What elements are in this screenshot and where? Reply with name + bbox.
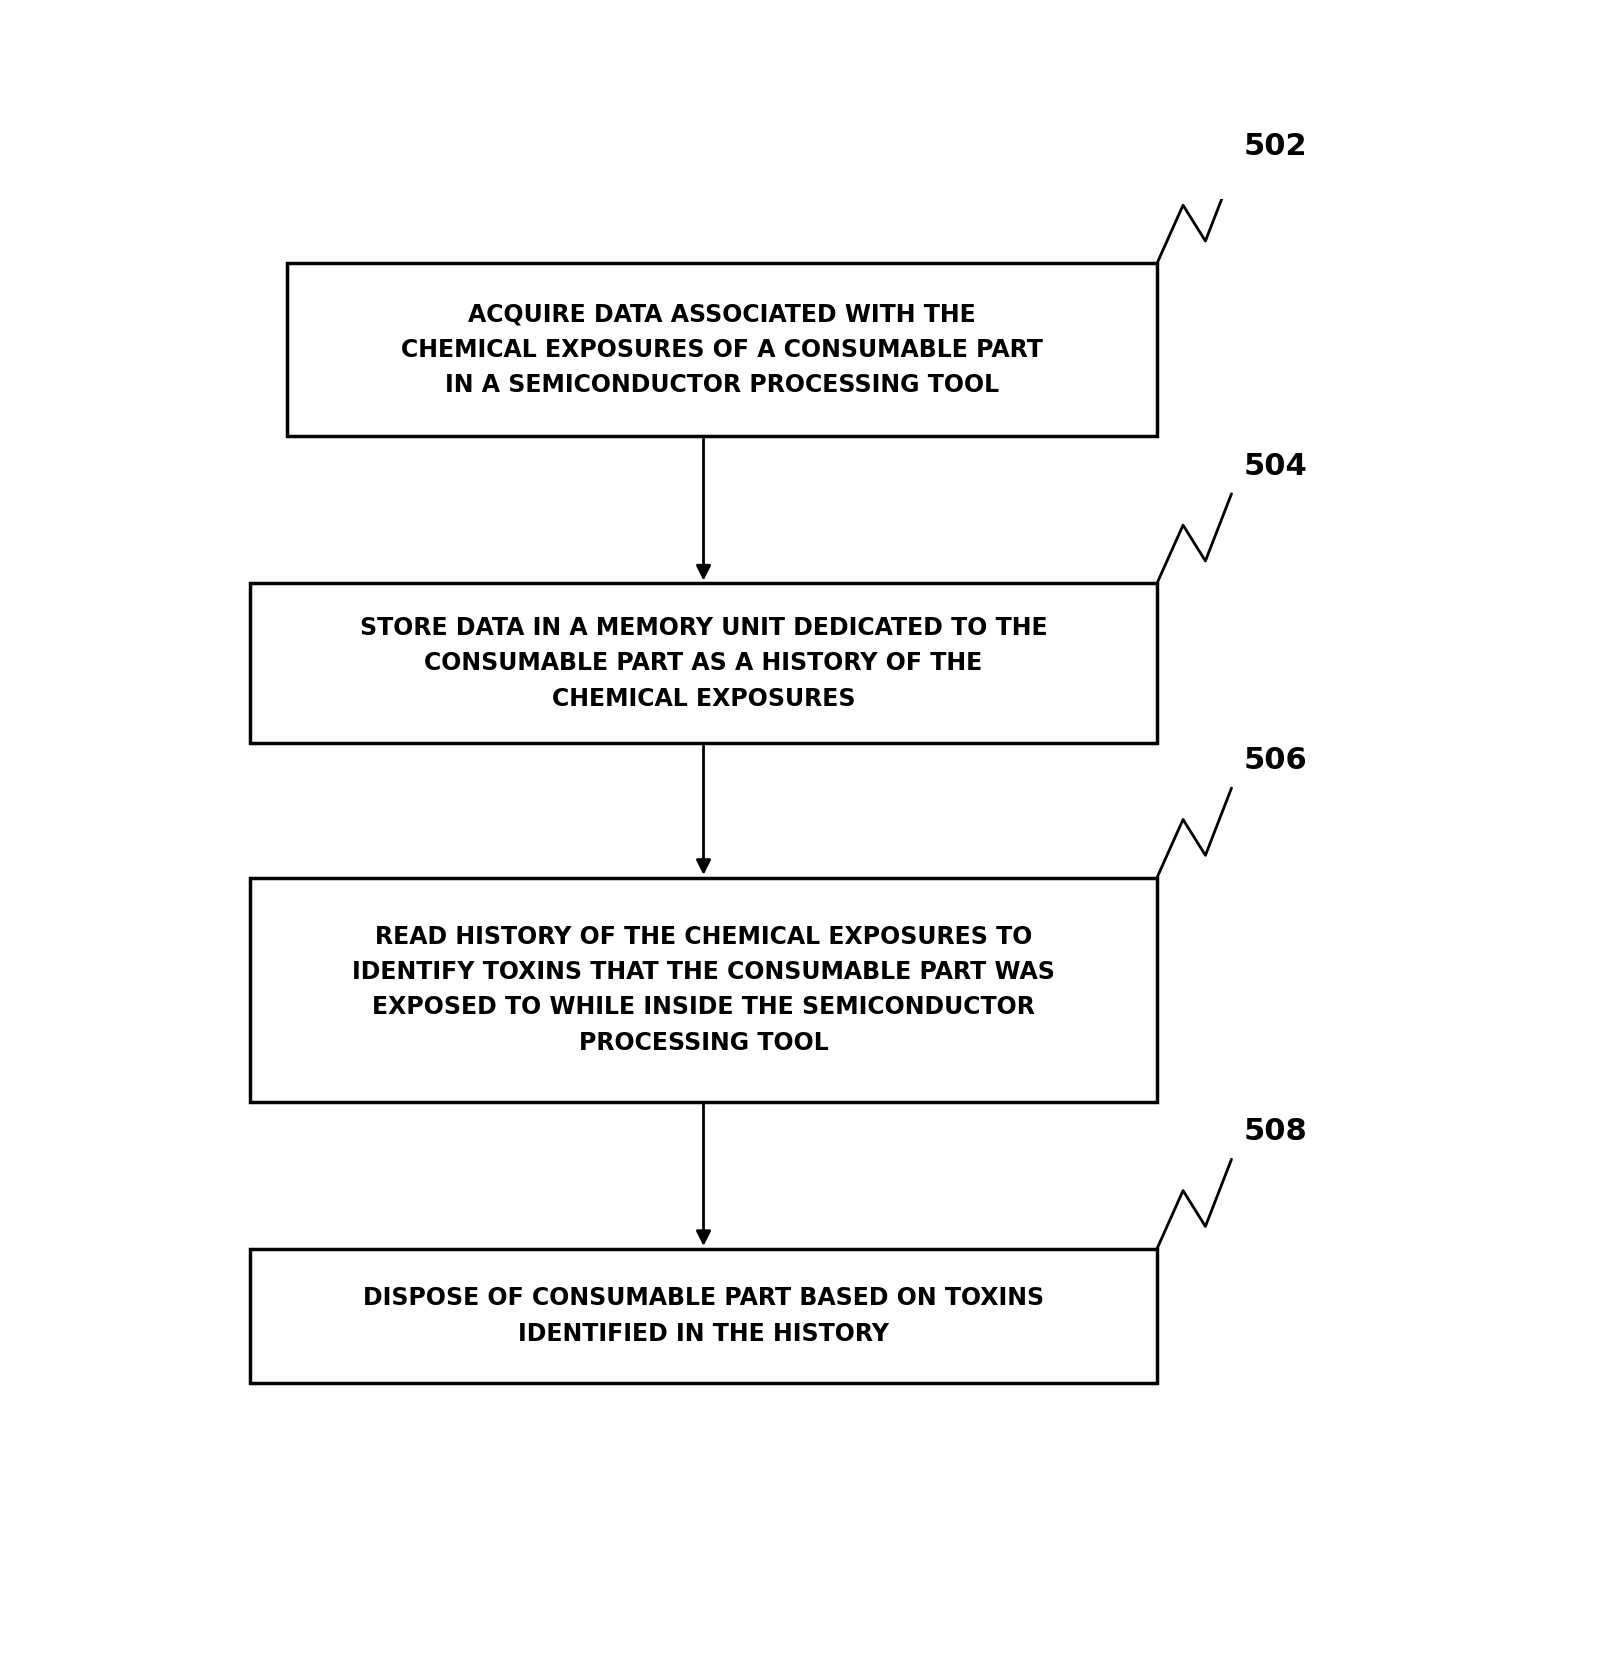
Text: 506: 506 — [1244, 746, 1308, 774]
Text: READ HISTORY OF THE CHEMICAL EXPOSURES TO
IDENTIFY TOXINS THAT THE CONSUMABLE PA: READ HISTORY OF THE CHEMICAL EXPOSURES T… — [353, 924, 1055, 1055]
FancyBboxPatch shape — [250, 583, 1157, 743]
Text: 508: 508 — [1244, 1117, 1308, 1147]
Text: ACQUIRE DATA ASSOCIATED WITH THE
CHEMICAL EXPOSURES OF A CONSUMABLE PART
IN A SE: ACQUIRE DATA ASSOCIATED WITH THE CHEMICA… — [401, 302, 1044, 397]
FancyBboxPatch shape — [250, 1248, 1157, 1383]
Text: 502: 502 — [1244, 131, 1308, 161]
FancyBboxPatch shape — [287, 264, 1157, 435]
Text: STORE DATA IN A MEMORY UNIT DEDICATED TO THE
CONSUMABLE PART AS A HISTORY OF THE: STORE DATA IN A MEMORY UNIT DEDICATED TO… — [359, 617, 1047, 711]
Text: 504: 504 — [1244, 452, 1308, 480]
FancyBboxPatch shape — [250, 878, 1157, 1102]
Text: DISPOSE OF CONSUMABLE PART BASED ON TOXINS
IDENTIFIED IN THE HISTORY: DISPOSE OF CONSUMABLE PART BASED ON TOXI… — [362, 1286, 1044, 1346]
